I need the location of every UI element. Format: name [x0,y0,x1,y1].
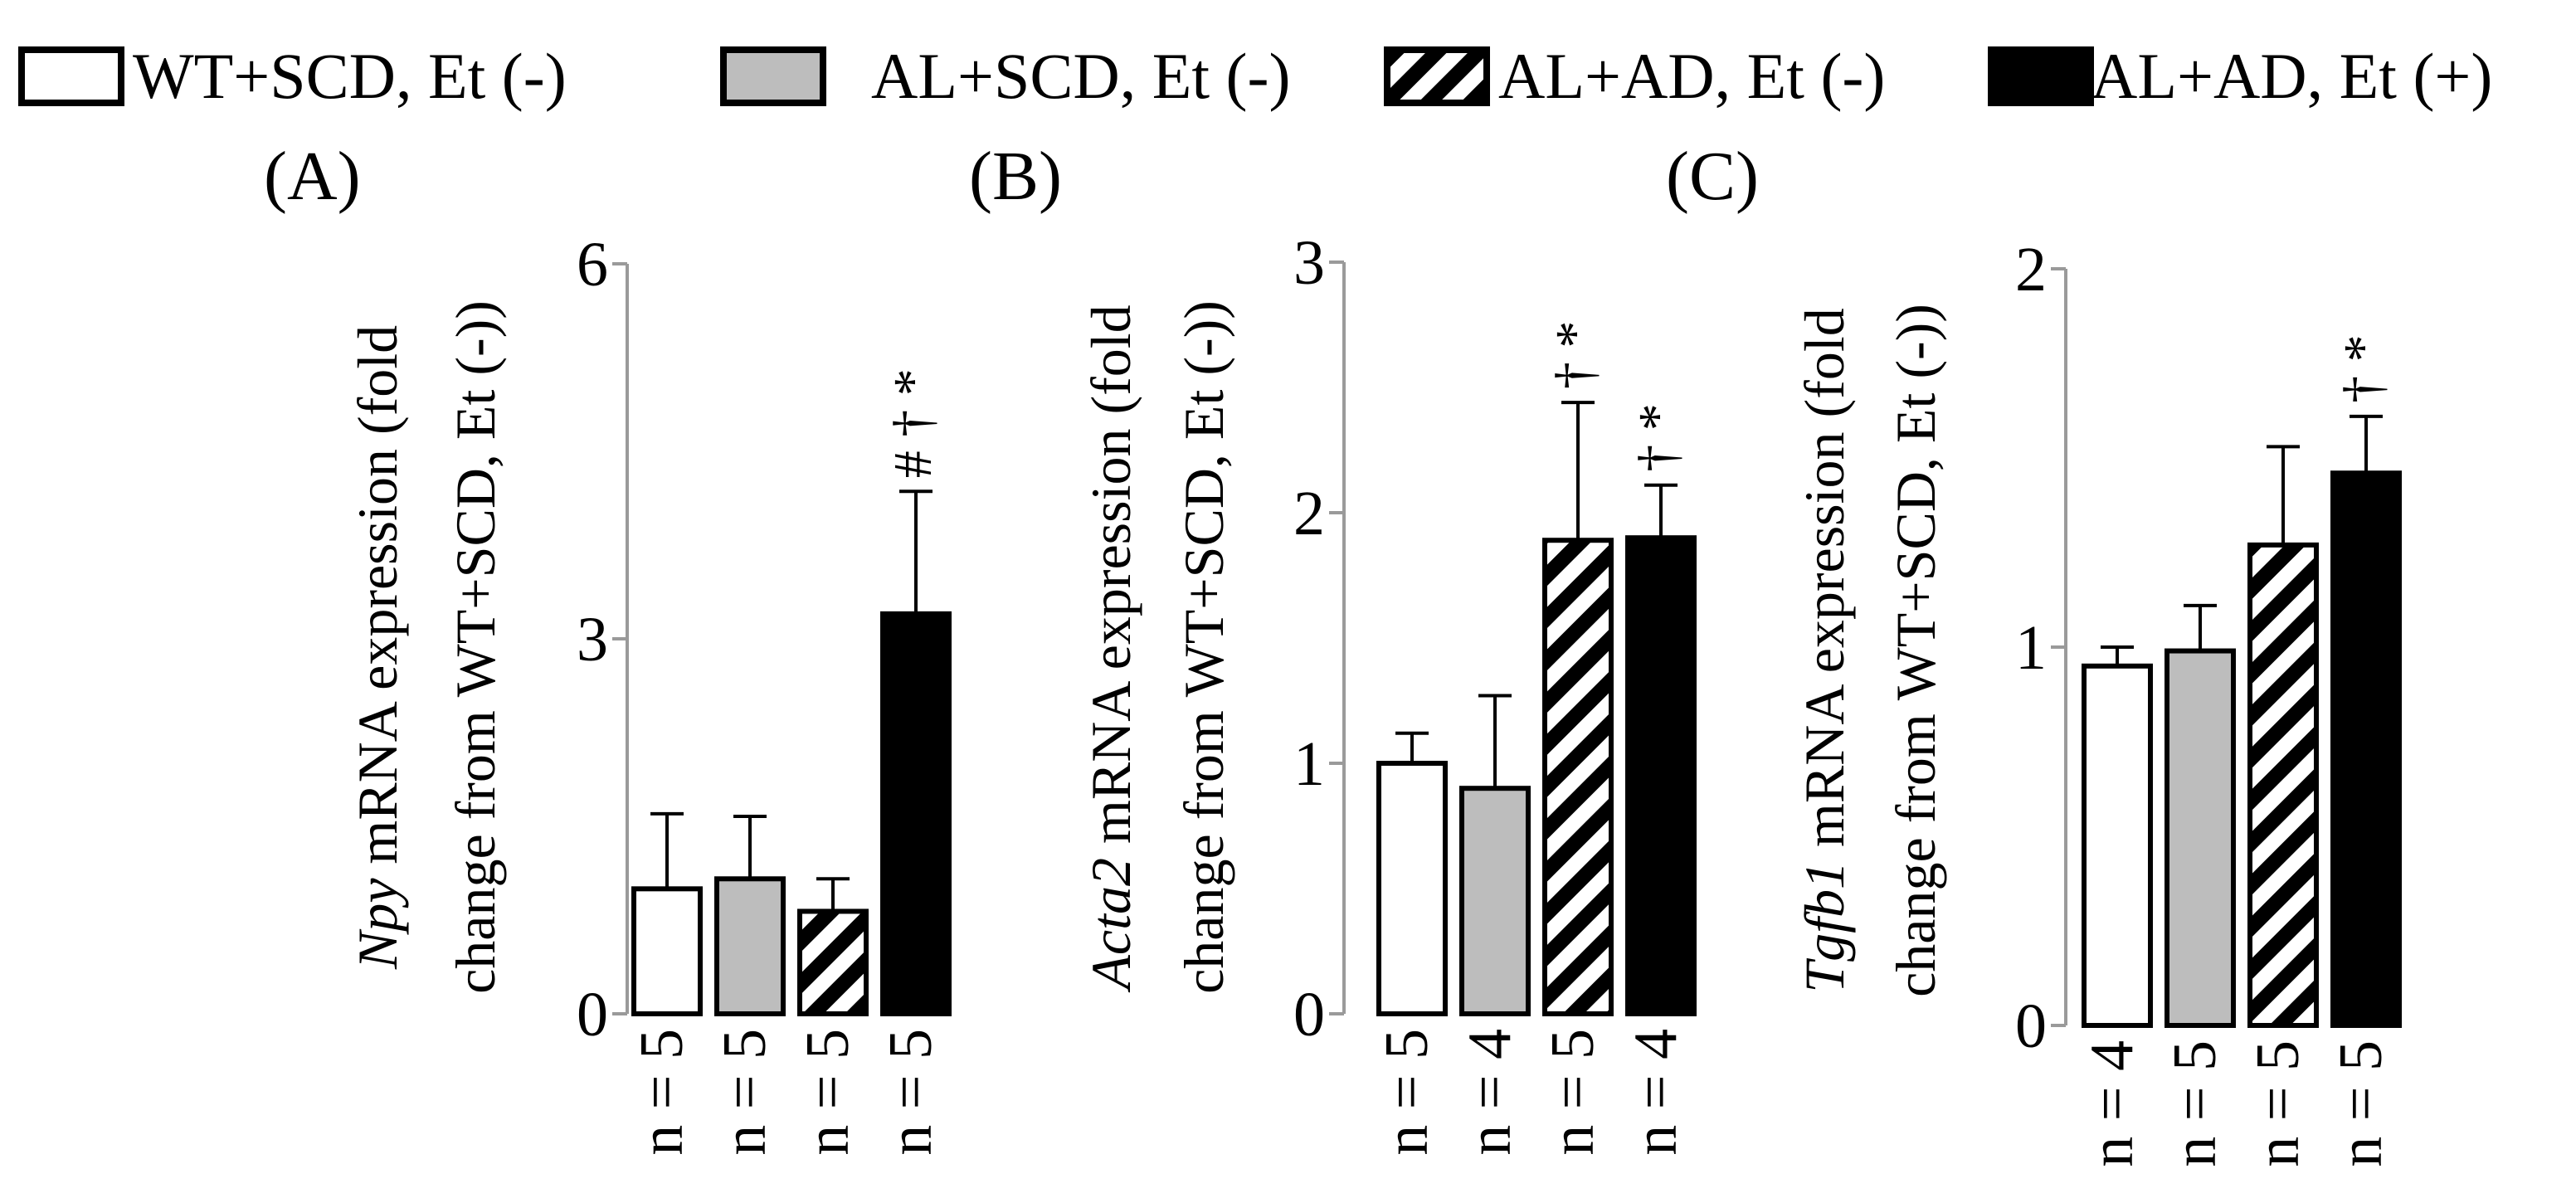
y-axis-label-line1: Npy mRNA expression (fold [346,325,409,970]
n-label: n = 4 [1456,1029,1524,1156]
y-axis-label-text: mRNA expression (fold [1793,308,1856,861]
y-tick-label: 2 [2015,235,2047,304]
n-label: n = 5 [794,1029,862,1156]
y-tick-label: 6 [577,230,608,300]
y-tick-label: 3 [1293,228,1325,298]
y-tick-label: 0 [1293,980,1325,1049]
n-label: n = 5 [1539,1029,1607,1156]
y-axis-label-text: mRNA expression (fold [346,325,409,879]
panel-label: (A) [264,138,361,215]
bar [2330,470,2402,1028]
gene-name: Tgfb1 [1793,861,1856,993]
bar [1459,786,1531,1016]
n-label: n = 5 [628,1029,696,1156]
bar [1376,761,1448,1016]
n-label: n = 4 [1622,1029,1690,1156]
bar [2247,542,2319,1028]
gene-name: Acta2 [1079,858,1142,993]
n-label: n = 4 [2078,1040,2146,1167]
legend-item-wt-scd: WT+SCD, Et (-) [18,40,567,112]
legend-swatch-white [18,46,124,106]
legend: WT+SCD, Et (-) AL+SCD, Et (-) AL+AD, Et … [18,40,2492,112]
bar [631,886,703,1017]
n-label: n = 5 [2244,1040,2312,1167]
legend-swatch-black [1988,46,2094,106]
y-tick-label: 2 [1293,479,1325,548]
n-label: n = 5 [711,1029,779,1156]
bar [1542,538,1614,1016]
y-axis-label-line2: change from WT+SCD, Et (-)) [444,300,507,994]
significance-label: # † * [883,368,943,478]
y-axis-label-text: mRNA expression (fold [1079,304,1142,858]
panel-label: (C) [1666,138,1759,215]
y-tick-label: 1 [2015,613,2047,683]
legend-item-al-ad: AL+AD, Et (-) [1384,40,1885,112]
legend-item-al-scd: AL+SCD, Et (-) [720,40,1290,112]
gene-name: Npy [346,878,409,970]
y-axis-label-line1: Acta2 mRNA expression (fold [1079,304,1142,992]
legend-label: AL+SCD, Et (-) [871,40,1290,112]
y-axis-label-line2: change from WT+SCD, Et (-)) [1172,300,1235,994]
bar [880,611,952,1016]
panel-label: (B) [969,138,1062,215]
panel-c: (C) Tgfb1 mRNA expression (fold change f… [1666,138,2402,1167]
panel-a: (A) Npy mRNA expression (fold change fro… [264,138,952,1156]
bar [714,876,786,1017]
y-axis-label-line1: Tgfb1 mRNA expression (fold [1793,308,1856,992]
legend-label: WT+SCD, Et (-) [133,40,567,112]
y-axis-label-line2: change from WT+SCD, Et (-)) [1884,304,1947,997]
panel-b: (B) Acta2 mRNA expression (fold change f… [969,138,1697,1156]
y-tick-label: 1 [1293,729,1325,799]
bar [2165,648,2236,1028]
y-tick-label: 0 [2015,991,2047,1061]
n-label: n = 5 [2161,1040,2229,1167]
n-label: n = 5 [877,1029,945,1156]
legend-item-al-ad-et: AL+AD, Et (+) [1988,40,2492,112]
legend-swatch-gray [720,46,826,106]
legend-label: AL+AD, Et (-) [1498,40,1885,112]
y-tick-label: 0 [577,980,608,1049]
significance-label: † * [1628,403,1688,472]
n-label: n = 5 [1373,1029,1441,1156]
legend-swatch-hatch [1384,46,1490,106]
bar [1625,535,1697,1016]
n-label: n = 5 [2327,1040,2395,1167]
significance-label: † * [2333,334,2393,403]
bar [2082,663,2153,1028]
bar [797,908,869,1017]
significance-label: † * [1545,321,1605,390]
y-tick-label: 3 [577,605,608,674]
legend-label: AL+AD, Et (+) [2091,40,2492,112]
